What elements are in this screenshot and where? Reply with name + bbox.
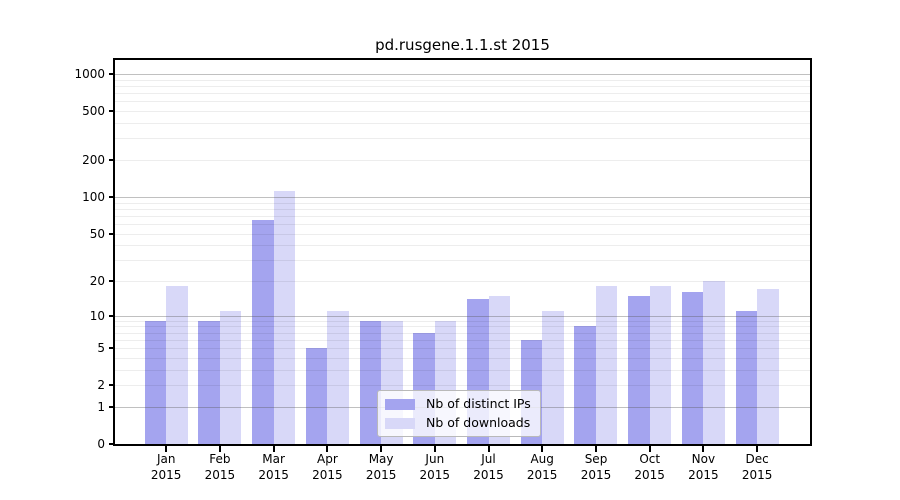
gridline-minor-30 <box>115 260 810 262</box>
y-tick-label-5: 5 <box>97 341 105 356</box>
y-tick-mark <box>109 314 114 317</box>
x-tick-mark <box>756 446 759 452</box>
x-tick-mark <box>702 446 705 452</box>
gridline-minor-700 <box>115 93 810 95</box>
x-tick-label-may: May 2015 <box>365 452 397 482</box>
plot-area: Nb of distinct IPs Nb of downloads <box>115 60 810 444</box>
y-tick-label-20: 20 <box>89 274 105 288</box>
x-tick-label-oct: Oct 2015 <box>634 452 665 482</box>
legend-row-distinct-ips: Nb of distinct IPs <box>385 396 531 412</box>
x-tick-label-sep: Sep 2015 <box>580 452 612 482</box>
bar-downloads-feb <box>219 310 242 444</box>
bar-distinct-ips-dec <box>735 310 758 444</box>
x-tick-mark <box>218 446 221 452</box>
bar-distinct-ips-apr <box>305 348 328 444</box>
y-tick-mark <box>109 232 114 235</box>
bar-downloads-aug <box>542 310 564 444</box>
y-tick-label-200: 200 <box>82 153 105 167</box>
x-tick-label-mar: Mar 2015 <box>258 452 289 482</box>
y-tick-label-1: 1 <box>97 399 105 414</box>
x-tick-mark <box>380 446 383 452</box>
gridline-minor-400 <box>115 123 810 124</box>
gridline-minor-500 <box>115 111 810 113</box>
gridline-minor-50 <box>115 233 810 235</box>
legend-swatch-distinct-ips <box>385 398 415 410</box>
y-tick-mark <box>109 443 114 445</box>
legend-swatch-downloads <box>385 417 415 429</box>
y-tick-label-100: 100 <box>82 189 105 204</box>
bar-downloads-oct <box>649 286 672 444</box>
gridline-minor-300 <box>115 138 810 140</box>
x-tick-mark <box>595 446 597 452</box>
gridline-minor-90 <box>115 202 810 204</box>
y-tick-label-0: 0 <box>97 437 105 451</box>
y-tick-label-1000: 1000 <box>74 67 105 81</box>
x-tick-label-jan: Jan 2015 <box>150 452 182 482</box>
bar-downloads-sep <box>595 286 618 444</box>
gridline-major-1000 <box>115 74 810 75</box>
legend-row-downloads: Nb of downloads <box>385 415 531 431</box>
x-tick-mark <box>272 446 275 452</box>
x-tick-label-jun: Jun 2015 <box>419 452 451 482</box>
bar-downloads-mar <box>273 190 296 444</box>
y-tick-mark <box>109 280 114 282</box>
y-tick-label-2: 2 <box>97 378 105 393</box>
y-tick-mark <box>109 384 114 387</box>
bar-distinct-ips-may <box>359 320 382 444</box>
bar-distinct-ips-jan <box>144 320 167 444</box>
x-tick-label-nov: Nov 2015 <box>688 452 719 482</box>
gridline-minor-900 <box>115 79 810 81</box>
legend-label: Nb of distinct IPs <box>426 396 531 411</box>
x-tick-label-apr: Apr 2015 <box>312 452 343 482</box>
y-tick-mark <box>109 159 114 161</box>
x-tick-label-jul: Jul 2015 <box>473 452 504 482</box>
legend-label: Nb of downloads <box>426 415 531 430</box>
bar-distinct-ips-sep <box>574 326 596 444</box>
y-tick-mark <box>109 195 114 198</box>
bar-downloads-dec <box>757 289 779 444</box>
x-tick-label-dec: Dec 2015 <box>741 452 773 482</box>
gridline-minor-70 <box>115 215 810 217</box>
gridline-minor-40 <box>115 245 810 247</box>
y-tick-label-500: 500 <box>82 104 105 119</box>
x-tick-label-aug: Aug 2015 <box>526 452 558 482</box>
bar-downloads-nov <box>703 281 725 444</box>
gridline-minor-800 <box>115 86 810 87</box>
gridline-minor-600 <box>115 101 810 103</box>
bar-downloads-apr <box>327 310 349 444</box>
x-tick-mark <box>433 446 436 452</box>
y-tick-mark <box>109 347 114 350</box>
x-tick-mark <box>165 446 168 452</box>
gridline-minor-80 <box>115 208 810 210</box>
x-tick-mark <box>648 446 651 452</box>
legend: Nb of distinct IPs Nb of downloads <box>377 390 541 437</box>
gridline-major-100 <box>115 196 810 198</box>
bar-distinct-ips-mar <box>252 219 274 444</box>
x-tick-label-feb: Feb 2015 <box>204 452 236 482</box>
y-tick-mark <box>109 110 114 113</box>
x-tick-mark <box>326 446 329 452</box>
bar-distinct-ips-feb <box>198 320 220 444</box>
x-tick-mark <box>541 446 544 452</box>
bar-distinct-ips-oct <box>628 295 650 444</box>
x-tick-mark <box>487 446 490 452</box>
bar-distinct-ips-nov <box>681 292 704 444</box>
y-tick-mark <box>109 73 114 75</box>
y-tick-mark <box>109 405 114 408</box>
bar-downloads-jan <box>166 286 188 444</box>
gridline-minor-60 <box>115 223 810 225</box>
chart-title: pd.rusgene.1.1.st 2015 <box>375 36 550 54</box>
y-tick-label-10: 10 <box>89 308 105 323</box>
gridline-minor-200 <box>115 160 810 161</box>
y-tick-label-50: 50 <box>89 226 105 241</box>
